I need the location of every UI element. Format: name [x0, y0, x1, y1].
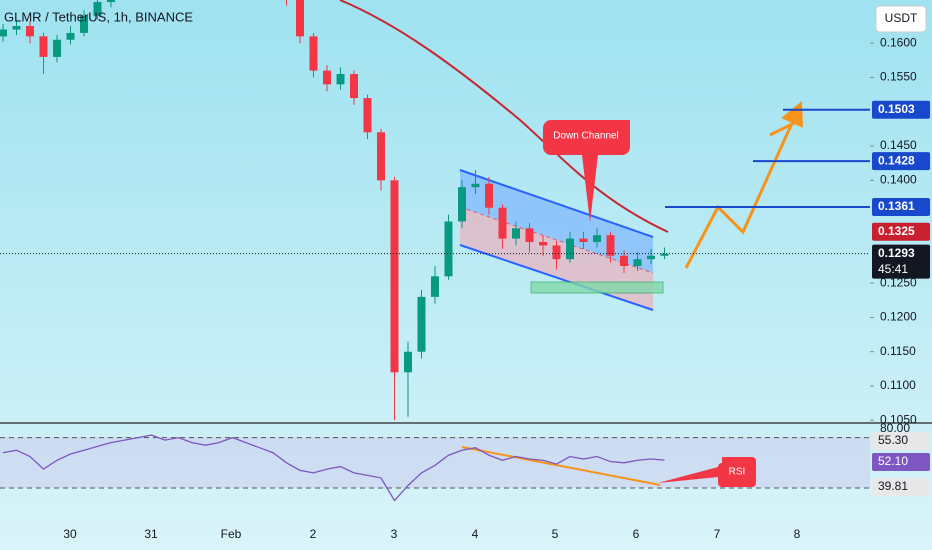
last-price-tag [872, 244, 930, 279]
candle-body [458, 187, 466, 222]
candle-body [404, 351, 412, 373]
price-tag-label: 0.1361 [878, 199, 915, 213]
countdown: 45:41 [878, 262, 908, 276]
candle-body [336, 74, 345, 85]
candle-body [66, 32, 75, 40]
candle-body [350, 74, 358, 99]
candle-body [647, 255, 655, 260]
moving-average [339, 0, 669, 233]
chart-title: GLMR / TetherUS, 1h, BINANCE [4, 9, 193, 24]
rsi-tag-label: 52.10 [878, 454, 908, 468]
price-tag-label: 0.1325 [878, 224, 915, 238]
y-tick-label: 0.1450 [880, 138, 917, 152]
candle-body [512, 228, 520, 239]
y-tick-label: 0.1100 [880, 378, 916, 392]
candle-body [525, 228, 534, 243]
channel-bottom [459, 244, 654, 311]
price-tag [872, 100, 930, 119]
candle-body [417, 296, 426, 352]
candle-body [566, 238, 574, 260]
candle-body [431, 276, 439, 297]
rsi-tag [872, 478, 930, 496]
x-tick-label: 2 [310, 527, 317, 541]
channel-upper [460, 170, 653, 273]
x-tick-label: 5 [552, 527, 559, 541]
last-price-label: 0.1293 [878, 246, 915, 260]
callout-shape [658, 457, 756, 487]
candle-body [606, 235, 615, 256]
y-tick-label: 0.1550 [880, 70, 917, 84]
y-tick-label: 0.1150 [880, 344, 916, 358]
rsi-tick-label: 80.00 [880, 421, 910, 435]
rsi-line [2, 434, 665, 502]
candle-body [390, 180, 399, 373]
price-tag [872, 152, 930, 171]
price-tag [872, 222, 930, 241]
candle-body [309, 36, 318, 71]
candle-body [377, 132, 385, 181]
annotation: Down Channel [553, 131, 619, 142]
x-tick-label: 8 [794, 527, 801, 541]
candle-body [80, 15, 88, 33]
candle-body [296, 0, 304, 37]
candle-body [485, 183, 493, 208]
rsi-trendline [461, 446, 661, 486]
candle-body [660, 253, 669, 256]
y-tick-label: 0.1250 [880, 275, 917, 289]
candle-body [552, 245, 561, 260]
callout-shape [543, 120, 630, 222]
rsi-tag-label: 55.30 [878, 433, 908, 447]
candle-body [107, 0, 115, 3]
candle-body [633, 259, 642, 267]
y-tick-label: 0.1050 [880, 412, 917, 426]
rsi-tag [872, 432, 930, 450]
currency-label: USDT [885, 11, 918, 25]
candle-body [579, 238, 588, 243]
x-tick-label: 30 [63, 527, 77, 541]
annotation: RSI [729, 467, 746, 478]
y-tick-label: 0.1200 [880, 310, 917, 324]
x-tick-label: Feb [221, 527, 242, 541]
candle-body [471, 183, 480, 188]
price-tag [872, 198, 930, 217]
x-tick-label: 4 [472, 527, 479, 541]
arrow-tail [769, 118, 801, 137]
candle-body [323, 70, 331, 85]
channel-top [459, 169, 654, 238]
candle-body [539, 242, 547, 246]
rsi-tag [872, 453, 930, 471]
candle-body [498, 207, 507, 239]
y-tick-label: 0.1400 [880, 172, 917, 186]
candle-body [593, 235, 601, 243]
candle-body [12, 26, 21, 30]
candle-body [26, 26, 34, 37]
candle-body [53, 39, 61, 57]
candle-body [444, 221, 453, 277]
candle-body [0, 29, 7, 37]
price-tag-label: 0.1428 [878, 153, 915, 167]
projection-arrow [684, 101, 804, 269]
x-tick-label: 3 [391, 527, 398, 541]
candle-body [620, 255, 628, 267]
rsi-tag-label: 39.81 [878, 479, 908, 493]
candle-body [363, 98, 372, 133]
candle-body [93, 2, 102, 16]
candle-body [39, 36, 48, 57]
currency-button[interactable] [875, 5, 927, 33]
y-tick-label: 0.1600 [880, 35, 917, 49]
x-tick-label: 6 [633, 527, 640, 541]
x-tick-label: 7 [714, 527, 721, 541]
x-tick-label: 31 [144, 527, 158, 541]
support-zone [530, 281, 664, 294]
price-tag-label: 0.1503 [878, 102, 915, 116]
